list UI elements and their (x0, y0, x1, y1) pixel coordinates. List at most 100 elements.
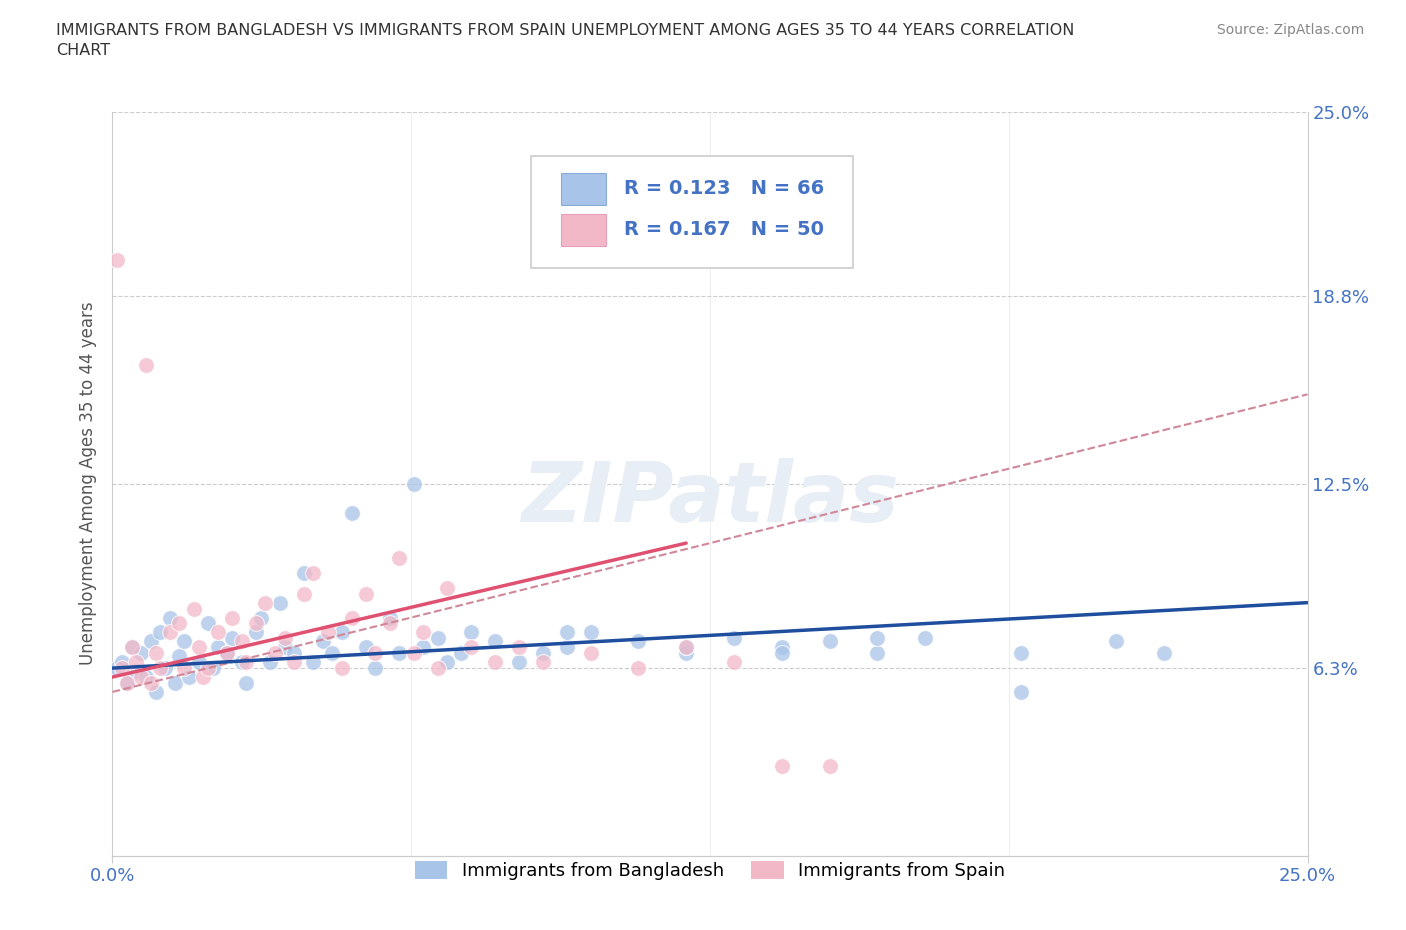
Point (105, 660, 128, 675)
Point (364, 660, 387, 675)
Point (579, 645, 602, 660)
Point (121, 640, 143, 655)
Point (125, 655, 148, 670)
Point (273, 631, 295, 645)
Point (173, 660, 195, 675)
Point (579, 625, 602, 640)
Point (818, 634, 841, 649)
Point (354, 586, 377, 601)
Point (125, 664, 148, 679)
Point (249, 610, 271, 625)
Point (139, 634, 162, 649)
Point (316, 625, 339, 640)
Point (914, 631, 936, 645)
Point (412, 625, 434, 640)
Point (163, 675, 186, 690)
Point (193, 670, 215, 684)
Point (129, 670, 152, 684)
Point (484, 655, 506, 670)
Point (173, 634, 195, 649)
Point (508, 640, 530, 655)
Point (197, 616, 219, 631)
Point (139, 675, 162, 690)
Point (259, 655, 281, 670)
Point (269, 595, 291, 610)
Point (302, 565, 325, 580)
Point (675, 640, 697, 655)
Point (177, 670, 200, 684)
Point (723, 655, 745, 670)
Point (207, 625, 229, 640)
Point (675, 645, 697, 660)
Text: IMMIGRANTS FROM BANGLADESH VS IMMIGRANTS FROM SPAIN UNEMPLOYMENT AMONG AGES 35 T: IMMIGRANTS FROM BANGLADESH VS IMMIGRANTS… (56, 23, 1074, 58)
Point (675, 640, 697, 655)
Point (321, 645, 343, 660)
Point (153, 660, 176, 675)
Point (1153, 645, 1175, 660)
Point (555, 625, 578, 640)
Point (426, 660, 449, 675)
Point (770, 645, 793, 660)
Point (531, 655, 554, 670)
Point (169, 649, 191, 664)
Point (378, 616, 401, 631)
Point (402, 645, 425, 660)
Point (283, 645, 305, 660)
Point (378, 610, 401, 625)
Point (245, 616, 267, 631)
Point (866, 645, 889, 660)
Point (555, 640, 578, 655)
Point (111, 660, 134, 675)
Point (770, 640, 793, 655)
Point (149, 660, 172, 675)
Text: R = 0.123   N = 66: R = 0.123 N = 66 (624, 179, 824, 198)
Point (273, 640, 295, 655)
Point (412, 640, 434, 655)
Point (818, 759, 841, 774)
Point (402, 476, 425, 491)
Text: Source: ZipAtlas.com: Source: ZipAtlas.com (1216, 23, 1364, 37)
Point (121, 640, 143, 655)
Legend: Immigrants from Bangladesh, Immigrants from Spain: Immigrants from Bangladesh, Immigrants f… (408, 854, 1012, 887)
Text: R = 0.167   N = 50: R = 0.167 N = 50 (624, 219, 824, 239)
Point (340, 610, 363, 625)
Point (627, 660, 650, 675)
Point (159, 625, 181, 640)
Point (115, 675, 138, 690)
Point (508, 655, 530, 670)
Point (484, 634, 506, 649)
Point (330, 660, 353, 675)
Point (866, 631, 889, 645)
Y-axis label: Unemployment Among Ages 35 to 44 years: Unemployment Among Ages 35 to 44 years (79, 302, 97, 665)
Point (245, 625, 267, 640)
Text: ZIPatlas: ZIPatlas (522, 458, 898, 539)
Point (135, 357, 157, 372)
Point (460, 625, 482, 640)
Point (450, 645, 472, 660)
Point (207, 640, 229, 655)
Point (201, 660, 224, 675)
Point (169, 616, 191, 631)
Point (264, 645, 287, 660)
Point (426, 631, 449, 645)
Point (145, 684, 167, 699)
Point (187, 655, 209, 670)
Point (340, 506, 363, 521)
Point (627, 634, 650, 649)
Point (231, 634, 253, 649)
Bar (561, 173, 606, 205)
Point (364, 645, 387, 660)
Point (159, 610, 181, 625)
Point (197, 660, 219, 675)
Point (235, 675, 257, 690)
Point (129, 645, 152, 660)
Point (1010, 684, 1032, 699)
Point (460, 640, 482, 655)
Point (135, 670, 157, 684)
Point (302, 655, 325, 670)
Point (292, 586, 315, 601)
Point (1010, 645, 1032, 660)
Point (531, 645, 554, 660)
Point (312, 634, 335, 649)
Point (388, 551, 411, 565)
